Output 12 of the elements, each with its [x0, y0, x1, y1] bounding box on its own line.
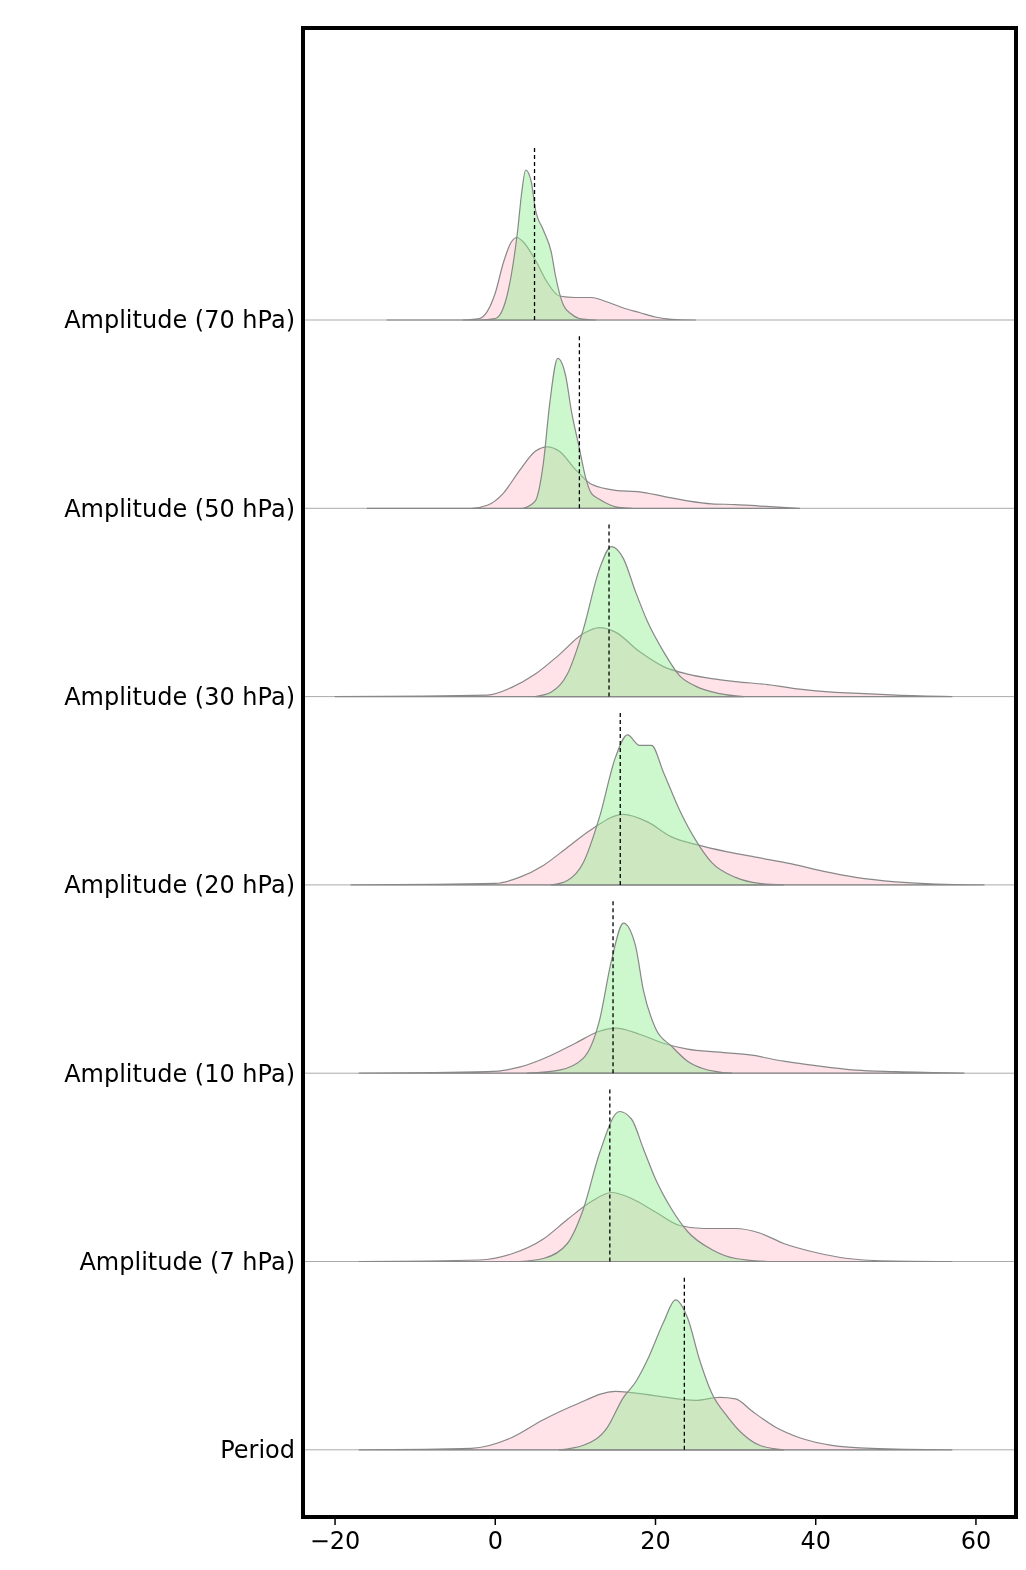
x-tick-label: 60	[960, 1527, 992, 1555]
y-axis-title: Amplitude (50 hPa)	[64, 494, 295, 523]
y-axis-title: Amplitude (30 hPa)	[64, 683, 295, 711]
x-tick-label: 20	[640, 1527, 671, 1555]
x-tick-label: 0	[487, 1527, 503, 1555]
y-axis-title: Period	[220, 1436, 295, 1465]
x-tick-label: 40	[800, 1527, 831, 1555]
y-axis-title: Amplitude (70 hPa)	[64, 306, 295, 335]
y-axis-title: Amplitude (20 hPa)	[64, 871, 295, 900]
y-axis-title: Amplitude (10 hPa)	[64, 1059, 295, 1088]
y-axis-title: Amplitude (7 hPa)	[79, 1247, 295, 1276]
x-tick-label: −20	[309, 1527, 361, 1555]
